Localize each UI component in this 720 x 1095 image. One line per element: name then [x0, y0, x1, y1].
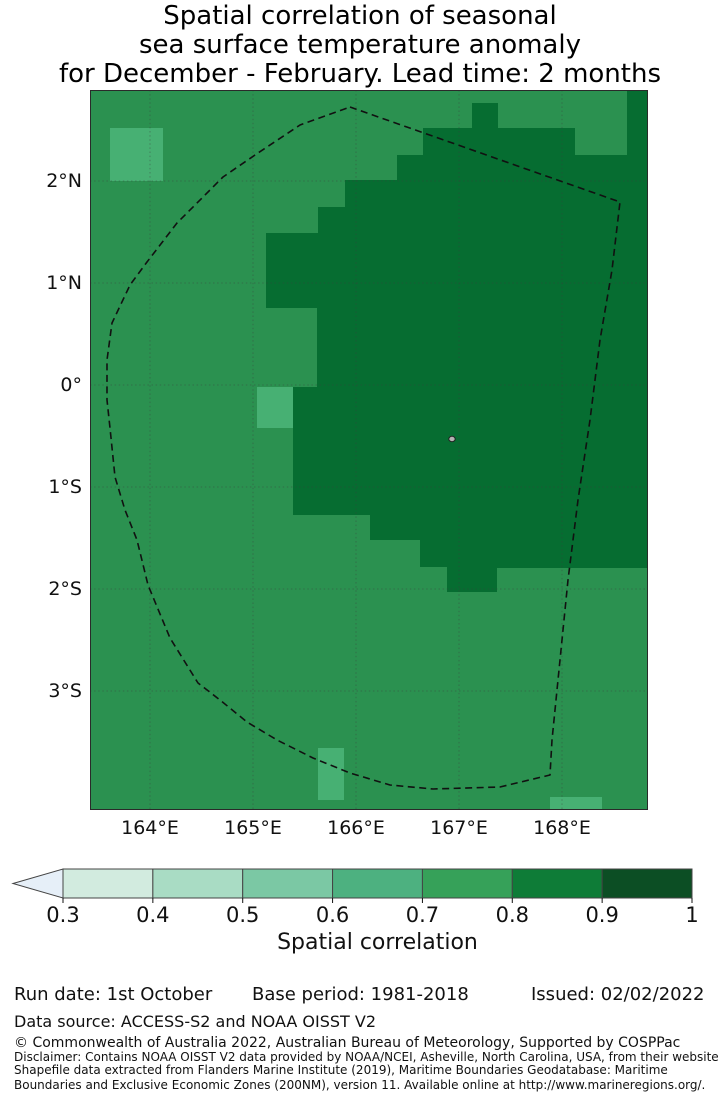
x-axis-tick-label: 164°E: [121, 817, 179, 839]
colorbar-tick-label: 0.3: [46, 903, 80, 927]
y-axis-tick-label: 3°S: [48, 680, 82, 702]
map-plot: [90, 90, 648, 810]
island-marker-nauru: [448, 435, 456, 443]
chart-title-line: sea surface temperature anomaly: [139, 30, 581, 60]
medium-correlation-cell: [575, 128, 627, 155]
y-axis-tick-label: 1°N: [46, 272, 82, 294]
chart-title-line: for December - February. Lead time: 2 mo…: [58, 59, 661, 89]
colorbar-segment: [332, 868, 423, 899]
y-axis-tick-label: 2°N: [46, 170, 82, 192]
boundaries-source-text: Boundaries and Exclusive Economic Zones …: [14, 1078, 706, 1092]
colorbar-segment: [421, 868, 513, 899]
issued-text: Issued: 02/02/2022: [531, 984, 705, 1005]
x-axis-tick-label: 166°E: [327, 817, 385, 839]
x-axis-tick-label: 165°E: [224, 817, 282, 839]
high-correlation-cell: [472, 103, 498, 128]
high-correlation-region: [266, 90, 648, 592]
chart-title: Spatial correlation of seasonal sea surf…: [0, 2, 720, 89]
copyright-text: © Commonwealth of Australia 2022, Austra…: [14, 1035, 681, 1051]
map-border: [90, 90, 648, 810]
colorbar-arrow-extend-min: [11, 868, 64, 899]
colorbar-segment: [62, 868, 154, 899]
data-source-text: Data source: ACCESS-S2 and NOAA OISST V2: [14, 1012, 377, 1031]
colorbar-segment: [511, 868, 603, 899]
lower-correlation-cell: [110, 128, 163, 181]
colorbar-segment: [242, 868, 334, 899]
colorbar-tick-label: 0.7: [405, 903, 440, 927]
lower-correlation-cell: [318, 748, 344, 800]
base-period-text: Base period: 1981-2018: [252, 984, 469, 1005]
y-axis-tick-label: 0°: [60, 374, 82, 396]
colorbar: [11, 868, 693, 903]
x-axis-tick-label: 168°E: [533, 817, 591, 839]
disclaimer-text: Disclaimer: Contains NOAA OISST V2 data …: [14, 1050, 719, 1064]
colorbar-segment: [152, 868, 244, 899]
colorbar-tick-label: 1: [685, 903, 699, 927]
run-date-text: Run date: 1st October: [14, 984, 213, 1005]
colorbar-tick-label: 0.6: [315, 903, 350, 927]
lower-correlation-cell: [550, 797, 602, 810]
colorbar-tick-label: 0.5: [226, 903, 260, 927]
lower-correlation-cell: [257, 387, 293, 428]
y-axis-tick-label: 1°S: [48, 476, 82, 498]
x-axis-tick-label: 167°E: [430, 817, 488, 839]
colorbar-tick-label: 0.9: [585, 903, 619, 927]
chart-title-line: Spatial correlation of seasonal: [163, 1, 557, 31]
y-axis-tick-label: 2°S: [48, 578, 82, 600]
colorbar-tick-label: 0.4: [136, 903, 170, 927]
shapefile-source-text: Shapefile data extracted from Flanders M…: [14, 1063, 668, 1077]
colorbar-segment: [601, 868, 693, 899]
map-canvas: [90, 90, 648, 810]
colorbar-label: Spatial correlation: [277, 930, 478, 955]
colorbar-tick-label: 0.8: [495, 903, 529, 927]
